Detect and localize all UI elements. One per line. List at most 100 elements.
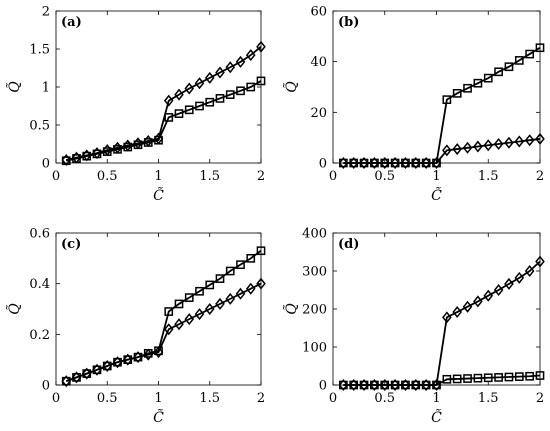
square-marker [164,307,174,316]
diamond-marker [102,144,113,157]
panel-d: 0 0.5 1 1.5 2 0 100 200 300 400 C̃ Q̃ (d) [282,227,545,426]
diamond-marker [256,277,266,290]
square-marker [494,67,503,77]
diamond-marker [431,156,442,170]
square-marker [535,43,545,53]
diamond-marker [163,323,174,336]
diamond-marker [61,153,72,166]
y-tick-label: 0 [42,157,50,172]
square-marker [473,78,483,88]
square-marker [442,95,452,105]
axes-box [55,232,262,386]
square-marker [504,62,514,72]
diamond-marker [493,283,504,297]
square-marker [184,105,194,115]
square-marker [215,274,225,283]
x-tick-label: 0.5 [97,391,118,406]
diamond-marker [400,378,411,392]
diamond-marker [473,140,483,153]
x-axis-label: C̃ [431,408,442,426]
diamond-marker [225,61,236,74]
diamond-marker [112,356,123,369]
square-marker [215,94,225,103]
square-marker [256,76,266,86]
square-marker [514,372,524,381]
x-tick-label: 1 [432,169,440,184]
x-tick-label: 0 [52,169,60,184]
square-marker [174,299,184,309]
y-tick-label: 200 [302,303,327,318]
diamond-marker [174,318,184,331]
diamond-marker [92,147,102,160]
diamond-marker [379,378,390,392]
y-tick-label: 0 [319,379,327,394]
y-tick-label: 60 [310,5,327,20]
y-axis-label: Q̃ [282,303,300,315]
diamond-marker [410,378,421,392]
square-marker [452,88,462,98]
square-marker [525,371,534,381]
diamond-marker [535,132,545,145]
diamond-marker [514,135,525,148]
y-tick-label: 0.6 [29,227,50,242]
diamond-marker [204,302,215,316]
y-tick-label: 0.5 [29,119,50,134]
diamond-marker [81,367,92,380]
diamond-marker [462,300,473,313]
x-tick-label: 1.5 [478,391,499,406]
diamond-marker [369,378,380,392]
diamond-marker [431,378,442,392]
diamond-marker [153,132,164,145]
diamond-marker [122,353,133,366]
diamond-marker [61,375,72,388]
square-marker [205,280,215,290]
x-tick-label: 0.5 [97,169,118,184]
square-marker [452,374,462,384]
diamond-marker [410,156,421,170]
y-tick-label: 20 [310,106,327,121]
x-axis-label: C̃ [153,408,164,426]
diamond-marker [184,82,195,95]
x-tick-label: 2 [536,169,544,184]
diamond-marker [442,144,452,157]
x-axis-label: C̃ [153,186,164,204]
diamond-marker [163,94,174,107]
x-tick-label: 1.5 [478,169,499,184]
square-marker [236,86,245,96]
square-marker [195,286,204,296]
diamond-marker [194,308,205,321]
diamond-marker [493,137,504,151]
y-axis-label: Q̃ [282,81,300,93]
diamond-marker [390,156,400,170]
diamond-marker [483,139,494,152]
diamond-marker [215,297,225,310]
diamond-marker [442,311,452,324]
x-tick-label: 0 [329,391,337,406]
square-marker [463,374,472,383]
diamond-marker [194,77,205,90]
diamond-marker [71,371,82,384]
square-marker [463,83,472,93]
x-tick-label: 2 [257,169,265,184]
diamond-marker [81,149,92,162]
x-tick-label: 0.5 [374,169,395,184]
diamond-marker [504,277,514,290]
series-line-diamond [65,282,262,383]
diamond-marker [102,359,113,373]
square-marker [256,246,266,256]
y-tick-label: 100 [302,341,327,356]
diamond-marker [235,55,246,68]
diamond-marker [174,88,184,101]
panel-c: 0 0.5 1 1.5 2 0 0.2 0.4 0.6 C̃ Q̃ (c) [5,227,266,426]
square-marker [514,56,524,65]
y-tick-label: 2 [42,5,50,20]
diamond-marker [245,49,256,62]
series-line-diamond [343,260,541,386]
y-axis-label: Q̃ [5,303,23,315]
axes-box [332,232,541,386]
diamond-marker [452,306,463,319]
square-marker [535,371,545,380]
diamond-marker [359,156,369,170]
diamond-marker [112,141,123,154]
